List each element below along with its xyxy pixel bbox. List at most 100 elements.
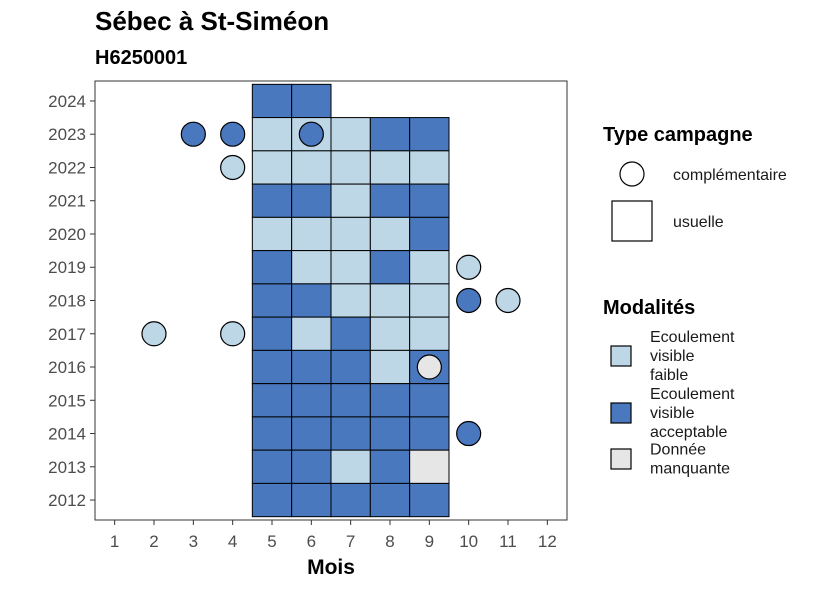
tile-2017-9 xyxy=(409,316,450,351)
y-tick-label: 2014 xyxy=(48,425,86,444)
x-tick-label: 11 xyxy=(499,532,517,551)
tile-2019-6 xyxy=(291,250,332,285)
tile-2018-6 xyxy=(291,283,332,318)
y-tick-label: 2016 xyxy=(48,358,86,377)
x-tick-label: 12 xyxy=(538,532,557,551)
tile-2014-7 xyxy=(330,416,371,451)
legend-type-title: Type campagne xyxy=(603,124,753,146)
tile-2013-6 xyxy=(291,449,332,484)
tile-2020-7 xyxy=(330,216,371,252)
y-tick-label: 2022 xyxy=(48,158,86,177)
x-tick-label: 5 xyxy=(267,532,276,551)
y-tick-label: 2017 xyxy=(48,325,86,344)
x-tick-label: 7 xyxy=(346,532,355,551)
tile-2022-5 xyxy=(251,150,293,185)
tile-2017-6 xyxy=(291,316,332,351)
tile-2015-7 xyxy=(330,383,371,418)
x-tick-label: 3 xyxy=(189,532,198,551)
point-2022-4 xyxy=(220,154,246,181)
tile-2019-5 xyxy=(251,250,293,285)
legend-faible-label: visible xyxy=(650,348,695,365)
tile-2022-7 xyxy=(330,150,371,185)
x-axis-label: Mois xyxy=(307,556,355,579)
tile-2019-9 xyxy=(409,250,450,285)
tile-2023-9 xyxy=(409,117,450,152)
x-tick-label: 1 xyxy=(110,532,119,551)
tile-2013-8 xyxy=(369,449,411,484)
tile-2018-8 xyxy=(369,283,411,318)
legend-modalites: Modalités Ecoulement visible faible Ecoulem… xyxy=(603,297,735,478)
y-tick-label: 2018 xyxy=(48,292,86,311)
x-tick-label: 2 xyxy=(149,532,158,551)
tile-2020-9 xyxy=(409,216,450,252)
tile-2013-7 xyxy=(330,449,371,484)
tile-2015-9 xyxy=(409,383,450,418)
y-tick-label: 2020 xyxy=(48,225,86,244)
tile-2017-8 xyxy=(369,316,411,351)
legend-key-manquante xyxy=(610,448,632,470)
x-axis: 1 2 3 4 5 6 7 8 9 10 11 12 xyxy=(110,520,557,551)
tile-2020-5 xyxy=(251,216,293,252)
legend-complementaire-label: complémentaire xyxy=(673,167,787,184)
point-2023-6 xyxy=(298,121,324,147)
tile-2019-7 xyxy=(330,250,371,285)
point-2019-10 xyxy=(456,254,482,280)
x-tick-label: 10 xyxy=(459,532,478,551)
legend-acceptable-label: acceptable xyxy=(650,424,727,441)
tile-2021-6 xyxy=(291,183,332,218)
tile-2014-9 xyxy=(409,416,450,451)
legend-key-acceptable xyxy=(610,402,632,424)
tile-2021-7 xyxy=(330,183,371,218)
chart-title: Sébec à St-Siméon xyxy=(95,6,329,36)
chart-subtitle: H6250001 xyxy=(95,47,187,69)
tile-2018-9 xyxy=(409,283,450,318)
legend-key-faible xyxy=(610,345,632,367)
tile-2015-8 xyxy=(369,383,411,418)
x-tick-label: 9 xyxy=(425,532,434,551)
tile-2018-5 xyxy=(251,283,293,318)
point-2018-11 xyxy=(495,287,521,314)
tile-2015-6 xyxy=(291,383,332,418)
y-tick-label: 2012 xyxy=(48,491,86,510)
tile-2012-9 xyxy=(409,482,450,518)
tile-2016-7 xyxy=(330,349,371,385)
legend-manquante-label: manquante xyxy=(650,461,730,478)
y-axis: 2012 2013 2014 2015 2016 2017 2018 2019 2020 2021… xyxy=(48,92,95,510)
plot-area: 1 2 3 4 5 6 7 8 9 10 11 12 201220132014201520162017… xyxy=(48,80,568,551)
y-tick-label: 2024 xyxy=(48,92,86,111)
tile-2015-5 xyxy=(251,383,293,418)
legend-manquante-label: Donnée xyxy=(650,442,706,459)
tile-2014-8 xyxy=(369,416,411,451)
tile-2023-8 xyxy=(369,117,411,152)
tile-2017-7 xyxy=(330,316,371,351)
tile-2024-6 xyxy=(291,83,332,119)
tiles-layer xyxy=(251,83,450,518)
tile-2022-9 xyxy=(409,150,450,185)
legend-circle-key xyxy=(619,161,645,187)
legend-faible-label: faible xyxy=(650,367,688,384)
legend-acceptable-label: visible xyxy=(650,405,695,422)
tile-2014-6 xyxy=(291,416,332,451)
x-tick-label: 4 xyxy=(228,532,237,551)
tile-2022-6 xyxy=(291,150,332,185)
y-tick-label: 2019 xyxy=(48,258,86,277)
tile-2020-8 xyxy=(369,216,411,252)
tile-2020-6 xyxy=(291,216,332,252)
tile-2021-8 xyxy=(369,183,411,218)
points-layer xyxy=(141,121,521,447)
tile-2013-5 xyxy=(251,449,293,484)
legend-usuelle-label: usuelle xyxy=(673,214,724,231)
tile-2012-8 xyxy=(369,482,411,518)
point-2014-10 xyxy=(456,420,482,447)
point-2023-4 xyxy=(220,121,246,147)
tile-2023-5 xyxy=(251,117,293,152)
tile-2012-6 xyxy=(291,482,332,518)
tile-2017-5 xyxy=(251,316,293,351)
point-2016-9 xyxy=(416,354,442,380)
tile-2016-8 xyxy=(369,349,411,385)
tile-2016-6 xyxy=(291,349,332,385)
y-tick-label: 2021 xyxy=(48,192,86,211)
y-tick-label: 2013 xyxy=(48,458,86,477)
y-tick-label: 2015 xyxy=(48,391,86,410)
point-2023-3 xyxy=(180,121,206,147)
